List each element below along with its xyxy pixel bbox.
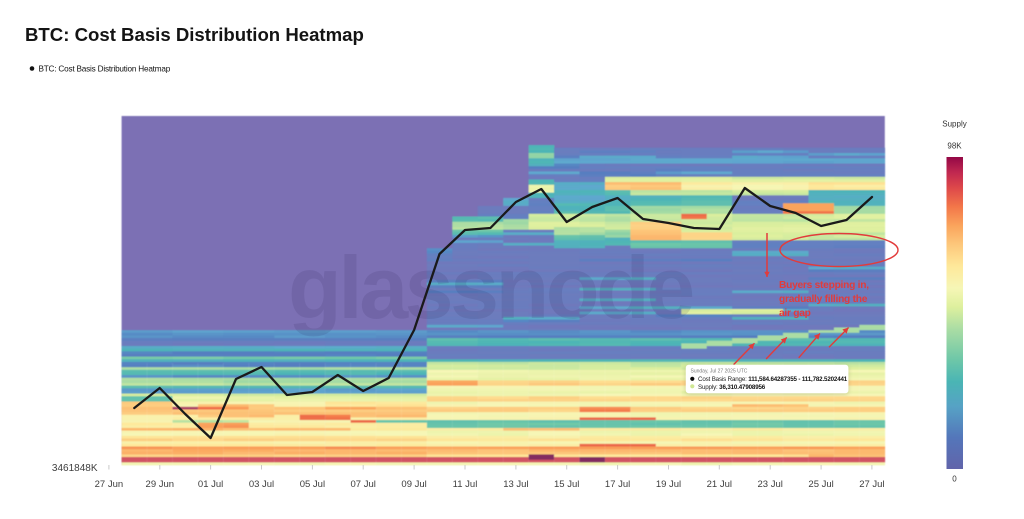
svg-text:15 Jul: 15 Jul [554,479,579,490]
svg-text:27 Jun: 27 Jun [95,479,124,490]
svg-text:0: 0 [952,475,957,484]
svg-text:09 Jul: 09 Jul [401,479,426,490]
svg-text:21 Jul: 21 Jul [707,479,732,490]
svg-text:Cost Basis Range: 111,584.6428: Cost Basis Range: 111,584.64287355 - 111… [698,376,848,383]
svg-text:17 Jul: 17 Jul [605,479,630,490]
svg-text:03 Jul: 03 Jul [249,479,274,490]
svg-text:11 Jul: 11 Jul [453,479,478,490]
svg-text:25 Jul: 25 Jul [808,479,833,490]
svg-text:Sunday, Jul 27 2025 UTC: Sunday, Jul 27 2025 UTC [691,369,748,375]
svg-text:01 Jul: 01 Jul [198,479,223,490]
svg-text:27 Jul: 27 Jul [859,479,884,490]
svg-text:05 Jul: 05 Jul [300,479,325,490]
svg-text:3461848K: 3461848K [52,463,98,474]
svg-text:BTC: Cost Basis Distribution H: BTC: Cost Basis Distribution Heatmap [39,65,171,74]
svg-text:29 Jun: 29 Jun [146,479,175,490]
svg-text:Supply: 36,310.47908956: Supply: 36,310.47908956 [698,384,766,391]
svg-text:23 Jul: 23 Jul [758,479,783,490]
svg-text:98K: 98K [947,142,962,151]
svg-text:air gap: air gap [779,308,811,319]
svg-text:Supply: Supply [942,120,966,129]
svg-text:07 Jul: 07 Jul [351,479,376,490]
svg-text:glassnode: glassnode [288,238,692,337]
svg-text:Buyers stepping in,: Buyers stepping in, [779,280,869,291]
svg-text:13 Jul: 13 Jul [503,479,528,490]
svg-text:19 Jul: 19 Jul [656,479,681,490]
svg-text:gradually filling the: gradually filling the [779,294,868,305]
svg-text:BTC: Cost Basis Distribution H: BTC: Cost Basis Distribution Heatmap [25,24,364,45]
